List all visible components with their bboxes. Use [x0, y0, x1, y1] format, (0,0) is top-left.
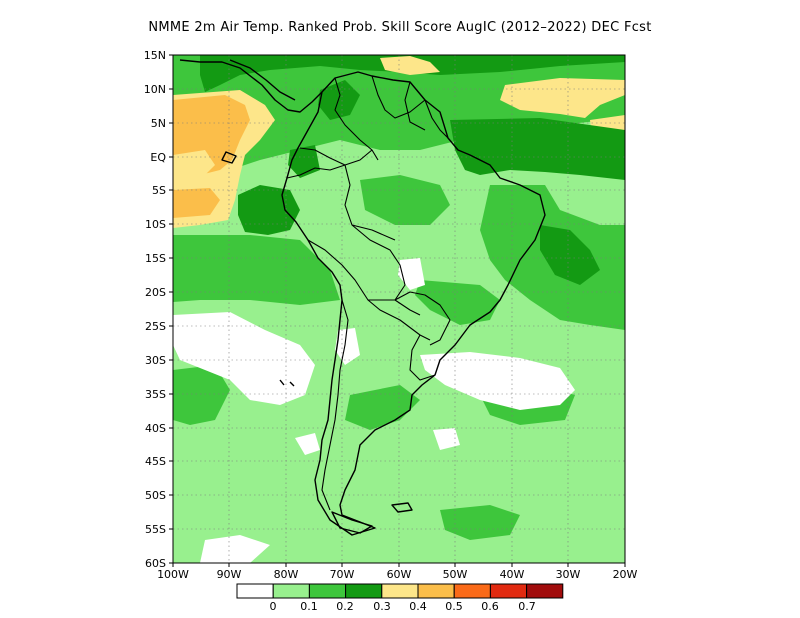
lon-label: 70W	[330, 568, 355, 581]
colorbar-label: 0	[270, 600, 277, 613]
tierra-del-fuego	[331, 511, 373, 534]
colorbar-label: 0.2	[336, 600, 354, 613]
axis-ticks	[169, 54, 626, 567]
lon-label: 40W	[500, 568, 525, 581]
south-america-coast	[281, 71, 546, 536]
skill-field	[173, 55, 625, 563]
colorbar-label: 0.3	[373, 600, 391, 613]
lat-label: 15N	[144, 49, 166, 62]
colorbar	[236, 583, 564, 599]
lat-label: 15S	[145, 252, 166, 265]
lon-label: 50W	[443, 568, 468, 581]
lon-label: 60W	[387, 568, 412, 581]
colorbar-swatch	[236, 583, 274, 599]
colorbar-label: 0.1	[300, 600, 318, 613]
lat-label: 10S	[145, 218, 166, 231]
map-title: NMME 2m Air Temp. Ranked Prob. Skill Sco…	[148, 20, 652, 35]
lat-label: 60S	[145, 557, 166, 570]
map-gridlines	[173, 55, 625, 563]
country-borders	[286, 75, 451, 511]
lat-label: 25S	[145, 320, 166, 333]
coastlines	[179, 59, 546, 536]
lon-label: 90W	[217, 568, 242, 581]
lat-label: 30S	[145, 354, 166, 367]
colorbar-swatch	[489, 583, 528, 599]
lat-label: 40S	[145, 422, 166, 435]
lon-label: 80W	[274, 568, 299, 581]
colorbar-swatch	[308, 583, 347, 599]
lat-label: 5S	[152, 184, 166, 197]
colorbar-label: 0.5	[445, 600, 463, 613]
lat-label: EQ	[150, 151, 166, 164]
falklands	[391, 502, 413, 513]
colorbar-swatch	[417, 583, 455, 599]
lat-label: 45S	[145, 455, 166, 468]
colorbar-swatch	[272, 583, 310, 599]
colorbar-label: 0.7	[518, 600, 536, 613]
colorbar-swatch	[381, 583, 419, 599]
lon-label: 20W	[613, 568, 638, 581]
longitude-labels: 100W 90W 80W 70W 60W 50W 40W 30W 20W	[157, 568, 637, 581]
central-america-coast	[179, 59, 323, 113]
lat-label: 10N	[144, 83, 166, 96]
lon-label: 100W	[157, 568, 189, 581]
lat-label: 35S	[145, 388, 166, 401]
colorbar-swatch	[453, 583, 491, 599]
lon-label: 30W	[556, 568, 581, 581]
colorbar-swatch	[345, 583, 383, 599]
latitude-labels: 15N 10N 5N EQ 5S 10S 15S 20S 25S 30S 35S…	[144, 49, 167, 570]
colorbar-label: 0.4	[409, 600, 427, 613]
colorbar-swatch	[526, 583, 564, 599]
colorbar-label: 0.6	[481, 600, 499, 613]
lat-label: 55S	[145, 523, 166, 536]
lat-label: 50S	[145, 489, 166, 502]
lat-label: 5N	[151, 117, 166, 130]
lat-label: 20S	[145, 286, 166, 299]
colorbar-labels: 0 0.1 0.2 0.3 0.4 0.5 0.6 0.7	[270, 600, 536, 613]
